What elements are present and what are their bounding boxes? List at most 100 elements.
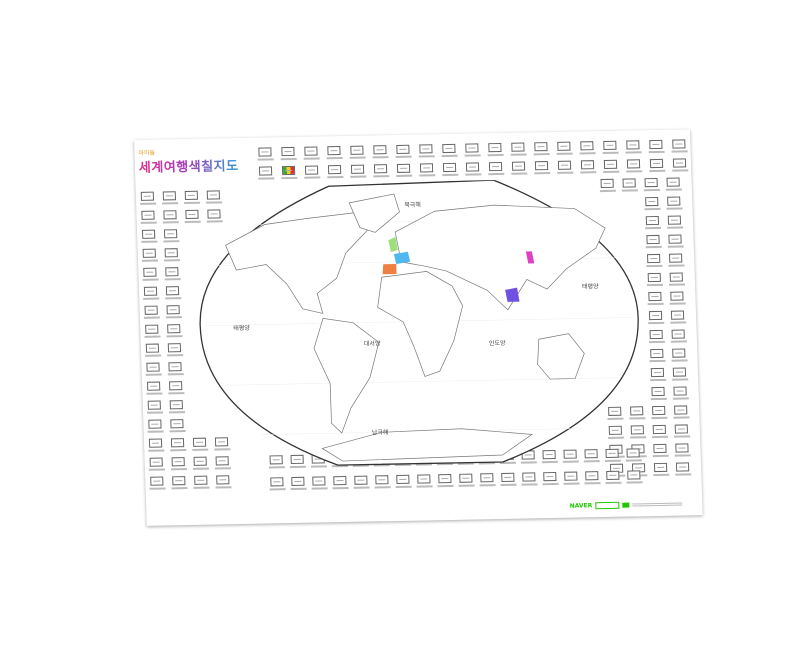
flag-caption (673, 416, 690, 419)
flag-cell (644, 177, 658, 188)
flag-cell (651, 386, 665, 397)
flag-cell (144, 305, 158, 315)
flag-cell (373, 145, 387, 155)
flag-cell (442, 162, 457, 173)
flag-caption (534, 172, 551, 175)
flag-caption (162, 221, 179, 224)
flag-cell (650, 367, 665, 378)
flag-caption (353, 486, 370, 489)
flag-cell (291, 476, 305, 487)
flag-cell (396, 163, 411, 173)
flag-caption (603, 170, 620, 173)
flag-cell (603, 140, 617, 150)
flag-caption (533, 153, 550, 156)
flag-cell (143, 267, 157, 277)
flag-cell (147, 381, 161, 391)
flag-cell (216, 475, 230, 485)
flag-cell (667, 215, 682, 225)
ocean-label-arctic: 북극해 (404, 201, 421, 209)
flag-cell (312, 476, 326, 486)
flag-caption (667, 245, 684, 248)
flag-caption (171, 487, 188, 490)
flag-caption (648, 321, 665, 325)
north-america (225, 212, 371, 314)
flag-caption (671, 359, 688, 362)
flag-cell (162, 191, 177, 201)
flag-cell (258, 147, 272, 157)
flag-caption (671, 150, 688, 153)
france-colored (393, 251, 411, 264)
flag-cell (169, 400, 183, 410)
flag-cell (488, 161, 503, 172)
flag-cell (396, 144, 410, 154)
flag-cell (674, 405, 688, 415)
flag-cell (668, 234, 682, 244)
flag-caption (669, 283, 686, 286)
flag-caption (269, 488, 286, 491)
flag-caption (542, 482, 559, 486)
flag-cell (169, 381, 183, 391)
flag-caption (374, 486, 391, 489)
uk-colored (388, 237, 398, 253)
flag-caption (290, 487, 307, 491)
ocean-label-indian: 인도양 (489, 339, 506, 347)
flag-caption (396, 174, 413, 177)
flag-caption (349, 156, 366, 159)
flag-caption (625, 151, 642, 154)
flag-caption (169, 411, 186, 414)
flag-caption (419, 174, 436, 177)
flag-caption (169, 430, 186, 433)
flag-cell (653, 462, 668, 473)
flag-cell (194, 475, 208, 485)
flag-caption (652, 454, 669, 458)
flag-caption (626, 170, 643, 173)
flag-cell (603, 159, 618, 169)
flag-cell (164, 248, 178, 258)
flag-caption (145, 354, 162, 357)
flag-caption (373, 175, 390, 178)
flag-cell (147, 400, 161, 410)
flag-cell (168, 362, 182, 372)
flag-caption (350, 175, 367, 178)
flag-caption (437, 484, 454, 488)
world-map: 북극해 태평양 태평양 대서양 인도양 남극해 (199, 179, 639, 466)
flag-caption (667, 226, 684, 229)
flag-caption (166, 335, 183, 338)
flag-cell (373, 164, 388, 174)
flag-cell (673, 386, 687, 396)
world-map-coloring-poster: 아이들 세계여행색칠지도 북극해 태평양 태평양 대서양 인도양 남극해 (134, 129, 703, 526)
flag-caption (579, 152, 596, 155)
flag-cell (170, 438, 185, 448)
flag-caption (556, 152, 573, 155)
flag-cell (304, 165, 319, 175)
flag-cell (580, 141, 594, 151)
flag-cell (669, 253, 683, 263)
flag-cell (645, 215, 660, 226)
flag-cell (396, 474, 410, 485)
flag-caption (675, 473, 692, 476)
flag-cell (652, 424, 666, 435)
flag-caption (143, 316, 160, 319)
flag-cell (333, 475, 347, 486)
flag-caption (304, 176, 321, 179)
flag-grid (134, 129, 692, 491)
flag-caption (580, 171, 597, 174)
flag-caption (140, 202, 157, 205)
flag-caption (162, 202, 179, 205)
flag-cell (281, 165, 296, 176)
flag-cell (146, 362, 160, 372)
flag-cell (167, 343, 182, 353)
flag-cell (501, 472, 515, 483)
flag-cell (488, 142, 502, 153)
flag-caption (666, 207, 683, 210)
flag-cell (534, 142, 548, 152)
flag-caption (647, 283, 664, 287)
flag-cell (304, 146, 318, 156)
flag-caption (167, 354, 184, 357)
ocean-label-pacific-east: 태평양 (582, 282, 599, 290)
flag-cell (667, 196, 681, 206)
flag-cell (666, 177, 680, 187)
flag-cell (511, 142, 525, 152)
flag-caption (646, 264, 663, 268)
flag-cell (165, 267, 179, 277)
